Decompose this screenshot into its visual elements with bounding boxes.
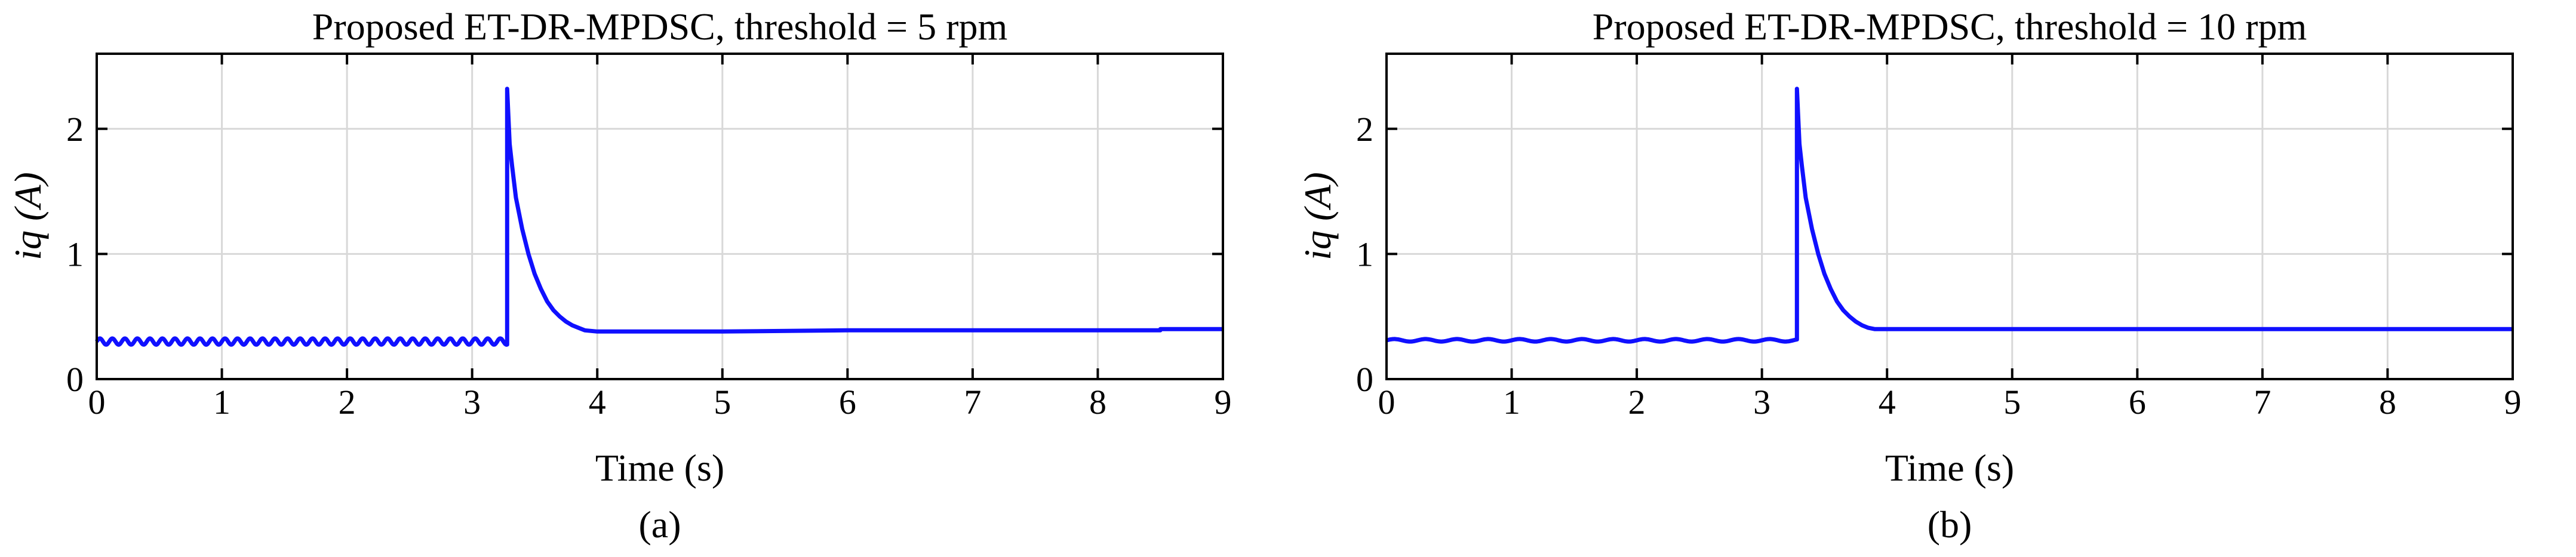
- panel-a-series-line: [95, 87, 1223, 347]
- x-tick-label: 0: [88, 383, 106, 421]
- panel-a-ticks: 0 1 2 3 4 5 6 7 8 9 0 1 2: [66, 54, 1232, 421]
- panel-a-title: Proposed ET-DR-MPDSC, threshold = 5 rpm: [312, 5, 1007, 48]
- x-tick-label: 5: [2003, 383, 2021, 421]
- panel-b-title: Proposed ET-DR-MPDSC, threshold = 10 rpm: [1593, 5, 2307, 48]
- y-tick-label: 1: [66, 235, 84, 273]
- panel-a-frame: [96, 53, 1224, 380]
- y-tick-label: 0: [1356, 360, 1373, 399]
- x-tick-label: 0: [1378, 383, 1395, 421]
- x-tick-label: 1: [1503, 383, 1520, 421]
- panel-b-ticks: 0 1 2 3 4 5 6 7 8 9 0 1 2: [1356, 54, 2522, 421]
- panel-a-ylabel: iq (A): [7, 172, 49, 260]
- panel-a-grid: [97, 54, 1223, 379]
- x-tick-label: 5: [714, 383, 731, 421]
- panel-b-xlabel: Time (s): [1885, 447, 2014, 489]
- panel-a-caption: (a): [638, 503, 681, 546]
- x-tick-label: 3: [1753, 383, 1770, 421]
- x-tick-label: 1: [213, 383, 230, 421]
- x-tick-label: 9: [2504, 383, 2522, 421]
- x-tick-label: 2: [339, 383, 356, 421]
- panel-a: Proposed ET-DR-MPDSC, threshold = 5 rpm …: [7, 5, 1232, 546]
- x-tick-label: 7: [964, 383, 981, 421]
- y-tick-label: 0: [66, 360, 84, 399]
- x-tick-label: 4: [1879, 383, 1896, 421]
- x-tick-label: 8: [1089, 383, 1106, 421]
- x-tick-label: 7: [2254, 383, 2271, 421]
- panel-b-grid: [1387, 54, 2513, 379]
- panel-b-frame: [1385, 53, 2514, 380]
- panel-b: Proposed ET-DR-MPDSC, threshold = 10 rpm…: [1296, 5, 2522, 546]
- x-tick-label: 9: [1215, 383, 1232, 421]
- y-tick-label: 2: [1356, 110, 1373, 149]
- panel-b-ylabel: iq (A): [1296, 172, 1339, 260]
- x-tick-label: 6: [2129, 383, 2146, 421]
- x-tick-label: 2: [1628, 383, 1646, 421]
- x-tick-label: 8: [2379, 383, 2396, 421]
- panel-a-xlabel: Time (s): [595, 447, 724, 489]
- y-tick-label: 2: [66, 110, 84, 149]
- y-tick-label: 1: [1356, 235, 1373, 273]
- x-tick-label: 4: [589, 383, 606, 421]
- panel-b-caption: (b): [1928, 503, 1972, 546]
- panel-b-series-line: [1385, 87, 2513, 344]
- x-tick-label: 6: [839, 383, 856, 421]
- x-tick-label: 3: [463, 383, 481, 421]
